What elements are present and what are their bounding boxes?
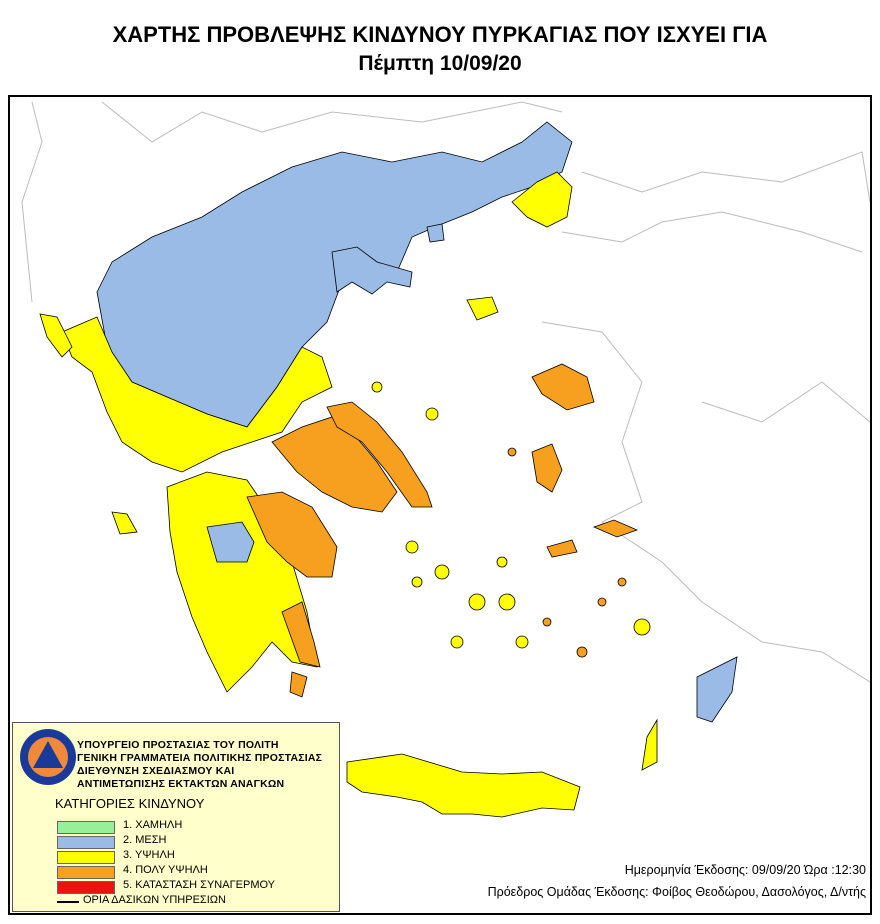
label-low: 1. ΧΑΜΗΛΗ — [123, 819, 183, 831]
region-very-high-kythira — [289, 671, 308, 698]
region-very-high-laconia — [281, 601, 321, 668]
swatch-low — [57, 821, 115, 834]
label-very-high: 4. ΠΟΛΥ ΥΨΗΛΗ — [123, 864, 208, 876]
region-very-high-dodecanese — [507, 447, 627, 658]
issue-date: Ημερομηνία Έκδοσης: 09/09/20 Ώρα :12:30 — [624, 863, 866, 877]
org-line-3: ΔΙΕΥΘΥΝΣΗ ΣΧΕΔΙΑΣΜΟΥ ΚΑΙ — [77, 765, 235, 777]
region-very-high-evia — [326, 401, 433, 508]
swatch-very-high — [57, 866, 115, 879]
legend-panel: ΥΠΟΥΡΓΕΙΟ ΠΡΟΣΤΑΣΙΑΣ ΤΟΥ ΠΟΛΙΤΗ ΓΕΝΙΚΗ Γ… — [12, 722, 340, 912]
region-very-high-samos — [592, 519, 639, 538]
region-high-peloponnese — [166, 471, 318, 693]
categories-title: ΚΑΤΗΓΟΡΙΕΣ ΚΙΝΔΥΝΟΥ — [55, 796, 205, 811]
neighbor-borders — [21, 101, 871, 683]
region-medium-thasos — [426, 223, 445, 243]
region-high-kefalonia — [111, 511, 138, 535]
map-title: ΧΑΡΤΗΣ ΠΡΟΒΛΕΨΗΣ ΚΙΝΔΥΝΟΥ ΠΥΡΚΑΓΙΑΣ ΠΟΥ … — [112, 22, 768, 47]
region-high-limnos — [466, 296, 499, 321]
swatch-high — [57, 851, 115, 864]
label-alert: 5. ΚΑΤΑΣΤΑΣΗ ΣΥΝΑΓΕΡΜΟΥ — [123, 879, 276, 891]
fire-risk-map — [8, 95, 872, 915]
region-high-corfu — [39, 313, 73, 358]
label-medium: 2. ΜΕΣΗ — [123, 834, 167, 846]
region-very-high-chios — [531, 443, 563, 493]
region-very-high-sterea — [271, 416, 398, 513]
org-line-2: ΓΕΝΙΚΗ ΓΡΑΜΜΑΤΕΙΑ ΠΟΛΙΤΙΚΗΣ ΠΡΟΣΤΑΣΙΑΣ — [77, 752, 323, 764]
region-high-crete — [346, 753, 581, 818]
label-high: 3. ΥΨΗΛΗ — [123, 849, 175, 861]
issuing-chair: Πρόεδρος Ομάδας Έκδοσης: Φοίβος Θεοδώρου… — [487, 885, 866, 899]
region-very-high-argolida — [246, 491, 338, 578]
region-high-evros — [511, 171, 573, 228]
boundary-label: ΟΡΙΑ ΔΑΣΙΚΩΝ ΥΠΗΡΕΣΙΩΝ — [83, 894, 226, 906]
org-line-1: ΥΠΟΥΡΓΕΙΟ ΠΡΟΣΤΑΣΙΑΣ ΤΟΥ ΠΟΛΙΤΗ — [77, 739, 279, 751]
map-date: Πέμπτη 10/09/20 — [358, 52, 522, 75]
region-very-high-ikaria — [546, 539, 578, 558]
swatch-alert — [57, 881, 115, 894]
civil-protection-logo — [20, 729, 76, 785]
region-very-high-lesvos — [531, 363, 595, 411]
albania-coast — [21, 101, 43, 303]
region-high-central — [61, 316, 333, 473]
region-high-cyclades — [371, 381, 651, 649]
swatch-medium — [57, 836, 115, 849]
region-high-karpathos — [641, 718, 658, 771]
region-medium-arcadia — [206, 521, 255, 563]
region-medium-chalkidiki — [331, 246, 413, 295]
region-medium-rhodes — [696, 656, 738, 723]
boundary-line-sample — [57, 901, 79, 903]
org-line-4: ΑΝΤΙΜΕΤΩΠΙΣΗΣ ΕΚΤΑΚΤΩΝ ΑΝΑΓΚΩΝ — [77, 778, 285, 790]
